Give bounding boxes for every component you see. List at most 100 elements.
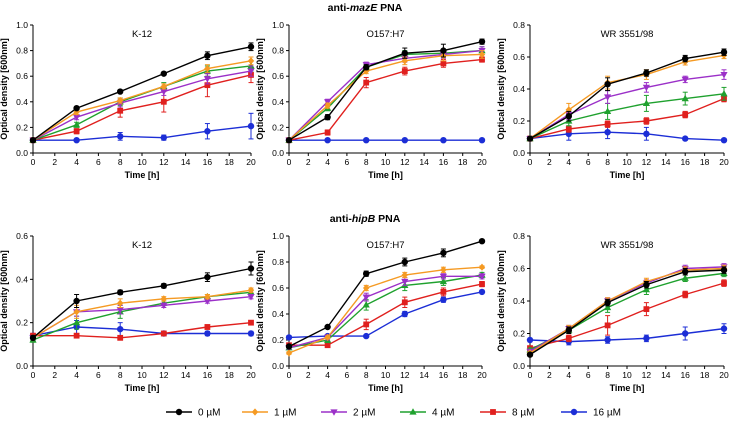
data-point — [160, 330, 167, 337]
x-tick-label: 12 — [159, 370, 169, 380]
data-point — [204, 52, 211, 59]
series — [30, 319, 254, 341]
data-point — [478, 288, 486, 296]
data-point — [324, 102, 331, 110]
data-point — [204, 273, 211, 281]
series-line — [288, 49, 483, 141]
panel-title: O157:H7 — [366, 240, 404, 251]
x-tick-label: 8 — [118, 157, 123, 167]
series — [285, 263, 486, 357]
data-point — [682, 111, 689, 118]
data-point — [720, 325, 728, 332]
data-point — [643, 118, 650, 124]
data-point — [643, 69, 650, 77]
legend-label: 4 µM — [432, 408, 454, 419]
y-tick-label: 0.8 — [272, 257, 284, 267]
data-point — [324, 129, 331, 136]
x-tick-label: 14 — [419, 370, 429, 380]
series-line — [32, 326, 251, 337]
data-point — [204, 324, 211, 330]
x-tick-label: 8 — [364, 157, 369, 167]
data-point — [203, 298, 211, 305]
legend-label: 8 µM — [512, 408, 534, 419]
series — [29, 286, 255, 342]
x-tick-label: 18 — [700, 157, 710, 167]
panel-title: K-12 — [132, 29, 152, 40]
x-tick-label: 6 — [345, 370, 350, 380]
data-point — [117, 88, 124, 95]
series-line — [32, 70, 252, 141]
data-point — [720, 72, 728, 79]
y-tick-label: 0.6 — [272, 283, 284, 293]
x-tick-label: 20 — [719, 157, 729, 167]
series-line — [529, 327, 725, 343]
data-point — [565, 126, 572, 132]
data-point — [362, 301, 370, 308]
x-tick-label: 6 — [586, 157, 591, 167]
chart-panel: 0 2 4 6 8 10 12 14 16 18 20 0.0 0.2 0.4 0.6 0.8 1.0 K-12 T… — [0, 20, 256, 180]
data-point — [324, 137, 331, 144]
panel-title: O157:H7 — [366, 29, 404, 40]
data-point — [363, 332, 370, 340]
data-point — [285, 334, 293, 341]
y-axis-label: Optical density [600nm] — [496, 38, 506, 140]
data-point — [160, 302, 168, 310]
data-point — [401, 299, 408, 306]
x-tick-label: 16 — [439, 157, 449, 167]
x-tick-label: 10 — [381, 157, 391, 167]
data-point — [526, 351, 534, 358]
data-point — [604, 81, 611, 88]
y-tick-label: 0.6 — [513, 264, 525, 274]
data-point — [440, 249, 447, 257]
x-tick-label: 10 — [137, 157, 147, 167]
legend-item: 16 µM — [561, 408, 621, 419]
x-tick-label: 18 — [458, 370, 468, 380]
series-line — [289, 283, 483, 346]
data-point — [643, 335, 650, 342]
data-point — [160, 295, 167, 303]
data-point — [478, 38, 486, 45]
data-point — [440, 47, 447, 54]
x-tick-label: 12 — [159, 157, 169, 167]
x-axis-label: Time [h] — [610, 170, 645, 180]
y-tick-label: 0.2 — [272, 122, 284, 132]
y-tick-label: 0.8 — [513, 20, 525, 30]
x-tick-label: 14 — [181, 157, 191, 167]
data-point — [604, 336, 611, 344]
data-point — [478, 273, 486, 281]
y-tick-label: 0.2 — [16, 122, 28, 132]
series — [285, 238, 486, 350]
series — [30, 66, 254, 144]
y-tick-label: 0.2 — [272, 335, 284, 345]
series — [29, 288, 255, 343]
y-tick-label: 1.0 — [16, 20, 28, 30]
x-tick-label: 14 — [661, 370, 671, 380]
data-point — [204, 128, 211, 135]
y-tick-label: 0.2 — [513, 116, 525, 126]
x-tick-label: 16 — [680, 157, 690, 167]
legend: 0 µM 1 µM 2 µM 4 µM 8 µM 16 µM — [166, 408, 621, 419]
x-tick-label: 2 — [52, 370, 57, 380]
series — [29, 65, 255, 144]
data-point — [248, 319, 254, 326]
data-point — [526, 336, 534, 344]
data-point — [324, 323, 331, 331]
y-tick-label: 1.0 — [272, 231, 284, 241]
data-point — [247, 68, 255, 75]
data-point — [720, 137, 728, 144]
series-line — [288, 53, 483, 141]
x-tick-label: 20 — [477, 370, 487, 380]
data-point — [681, 76, 689, 84]
x-tick-label: 2 — [306, 157, 311, 167]
series-line — [529, 73, 725, 140]
series-line — [529, 267, 725, 354]
data-point — [247, 330, 255, 337]
data-point — [73, 297, 80, 305]
x-tick-label: 16 — [680, 370, 690, 380]
x-tick-label: 6 — [96, 370, 101, 380]
y-tick-label: 0.6 — [16, 231, 28, 241]
chart-panel: 0 2 4 6 8 10 12 14 16 18 20 0.0 0.2 0.4 0.6 0.8 WR 3551/… — [496, 20, 729, 180]
legend-label: 1 µM — [274, 408, 296, 419]
series — [285, 46, 486, 144]
